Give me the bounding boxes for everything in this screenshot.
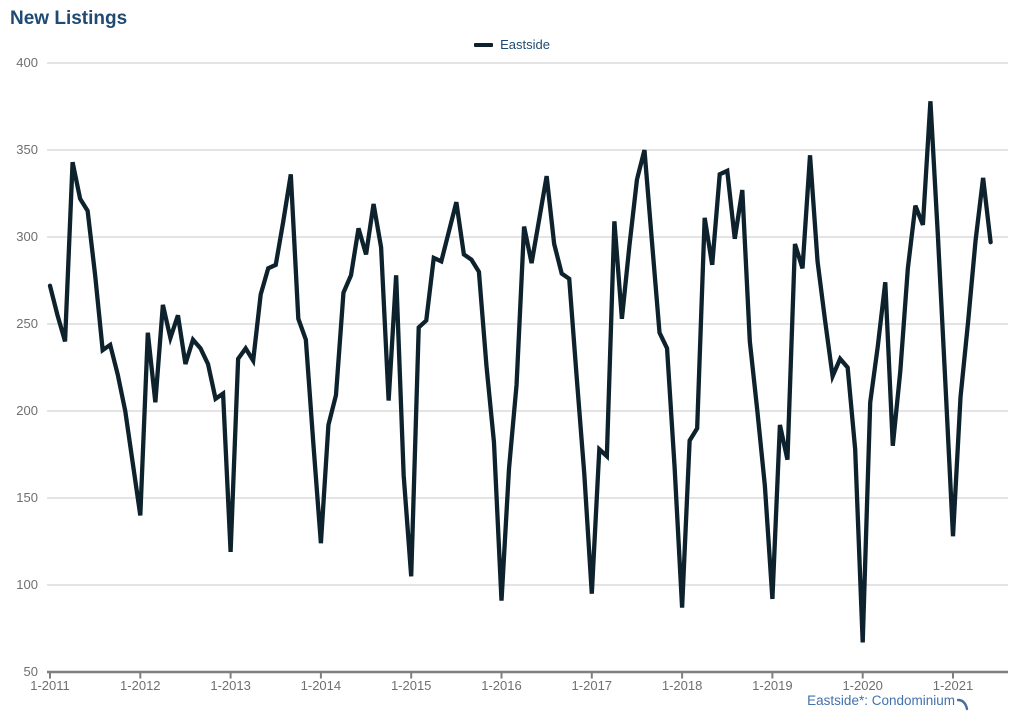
x-tick-label-1-2012: 1-2012 — [120, 678, 161, 693]
x-tick-label-1-2021: 1-2021 — [932, 678, 974, 693]
x-tick-label-1-2015: 1-2015 — [390, 678, 432, 693]
y-tick-label-400: 400 — [16, 55, 38, 70]
y-tick-label-50: 50 — [23, 664, 38, 679]
series-selector-label[interactable]: Eastside*: Condominium — [807, 693, 955, 708]
x-tick-label-1-2019: 1-2019 — [752, 678, 793, 693]
x-tick-label-1-2013: 1-2013 — [210, 678, 251, 693]
legend-item-eastside: Eastside — [500, 37, 550, 52]
chart-legend: Eastside — [0, 37, 1024, 52]
y-tick-label-300: 300 — [16, 229, 38, 244]
x-tick-label-1-2014: 1-2014 — [300, 678, 342, 693]
x-tick-label-1-2011: 1-2011 — [30, 678, 70, 693]
y-tick-label-250: 250 — [16, 316, 38, 331]
eastside-series-line — [47, 101, 993, 643]
x-tick-label-1-2020: 1-2020 — [842, 678, 883, 693]
y-tick-label-100: 100 — [16, 577, 38, 592]
x-tick-label-1-2017: 1-2017 — [571, 678, 613, 693]
page-title: New Listings — [10, 8, 128, 29]
dropdown-caret-icon[interactable] — [957, 696, 975, 716]
x-tick-label-1-2016: 1-2016 — [481, 678, 522, 693]
y-tick-label-200: 200 — [16, 403, 38, 418]
y-tick-label-350: 350 — [16, 142, 38, 157]
x-tick-label-1-2018: 1-2018 — [661, 678, 703, 693]
series-selector[interactable]: Eastside*: Condominium — [600, 693, 955, 708]
eastside-series-swatch-icon — [474, 42, 494, 47]
y-tick-label-150: 150 — [16, 490, 38, 505]
